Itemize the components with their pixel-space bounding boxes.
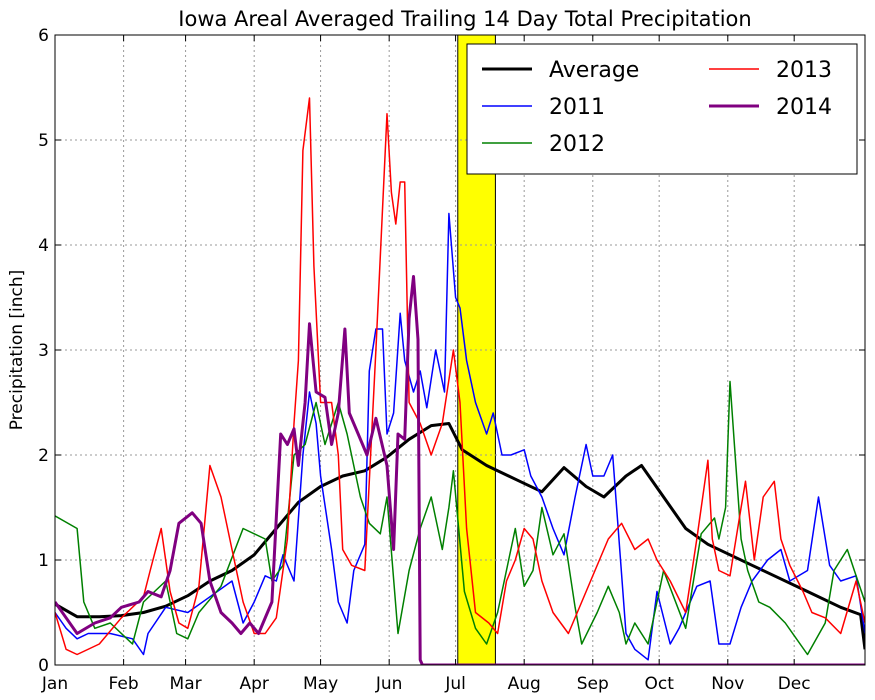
legend-label: 2012 xyxy=(549,132,605,157)
series-line-2011 xyxy=(55,212,865,661)
legend-label: 2011 xyxy=(549,95,605,120)
y-tick-label: 3 xyxy=(38,341,49,361)
series-line-average xyxy=(55,422,865,650)
x-tick-label: Mar xyxy=(170,674,202,694)
y-tick-label: 5 xyxy=(38,131,49,151)
legend: Average 2011 2012 2013 2014 xyxy=(466,43,858,175)
y-axis-label: Precipitation [inch] xyxy=(7,270,27,431)
x-tick-label: Dec xyxy=(778,674,811,694)
x-tick-label: Nov xyxy=(711,674,744,694)
legend-label: Average xyxy=(549,58,639,83)
legend-label: 2014 xyxy=(776,95,832,120)
x-tick-label: Aug xyxy=(508,674,541,694)
x-tick-label: Jan xyxy=(41,674,68,694)
y-tick-label: 0 xyxy=(38,656,49,676)
x-tick-label: Oct xyxy=(644,674,674,694)
tick-layer: Jan Feb Mar Apr May Jun Jul Aug Sep Oct Nov Dec 0 1 2 3… xyxy=(38,26,865,694)
x-tick-label: Jul xyxy=(444,674,466,694)
series-layer xyxy=(55,97,865,665)
legend-label: 2013 xyxy=(776,58,832,83)
x-tick-label: Feb xyxy=(109,674,139,694)
chart-title: Iowa Areal Averaged Trailing 14 Day Tota… xyxy=(178,7,751,31)
series-line-2012 xyxy=(55,380,865,656)
y-tick-label: 4 xyxy=(38,236,49,256)
legend-box xyxy=(466,43,858,175)
x-tick-label: May xyxy=(303,674,338,694)
y-tick-label: 2 xyxy=(38,446,49,466)
x-tick-label: Jun xyxy=(375,674,403,694)
series-line-2014 xyxy=(55,275,865,665)
x-tick-label: Apr xyxy=(239,674,268,694)
y-tick-label: 6 xyxy=(38,26,49,46)
y-tick-label: 1 xyxy=(38,551,49,571)
x-tick-label: Sep xyxy=(577,674,609,694)
series-line-2013 xyxy=(55,97,865,656)
